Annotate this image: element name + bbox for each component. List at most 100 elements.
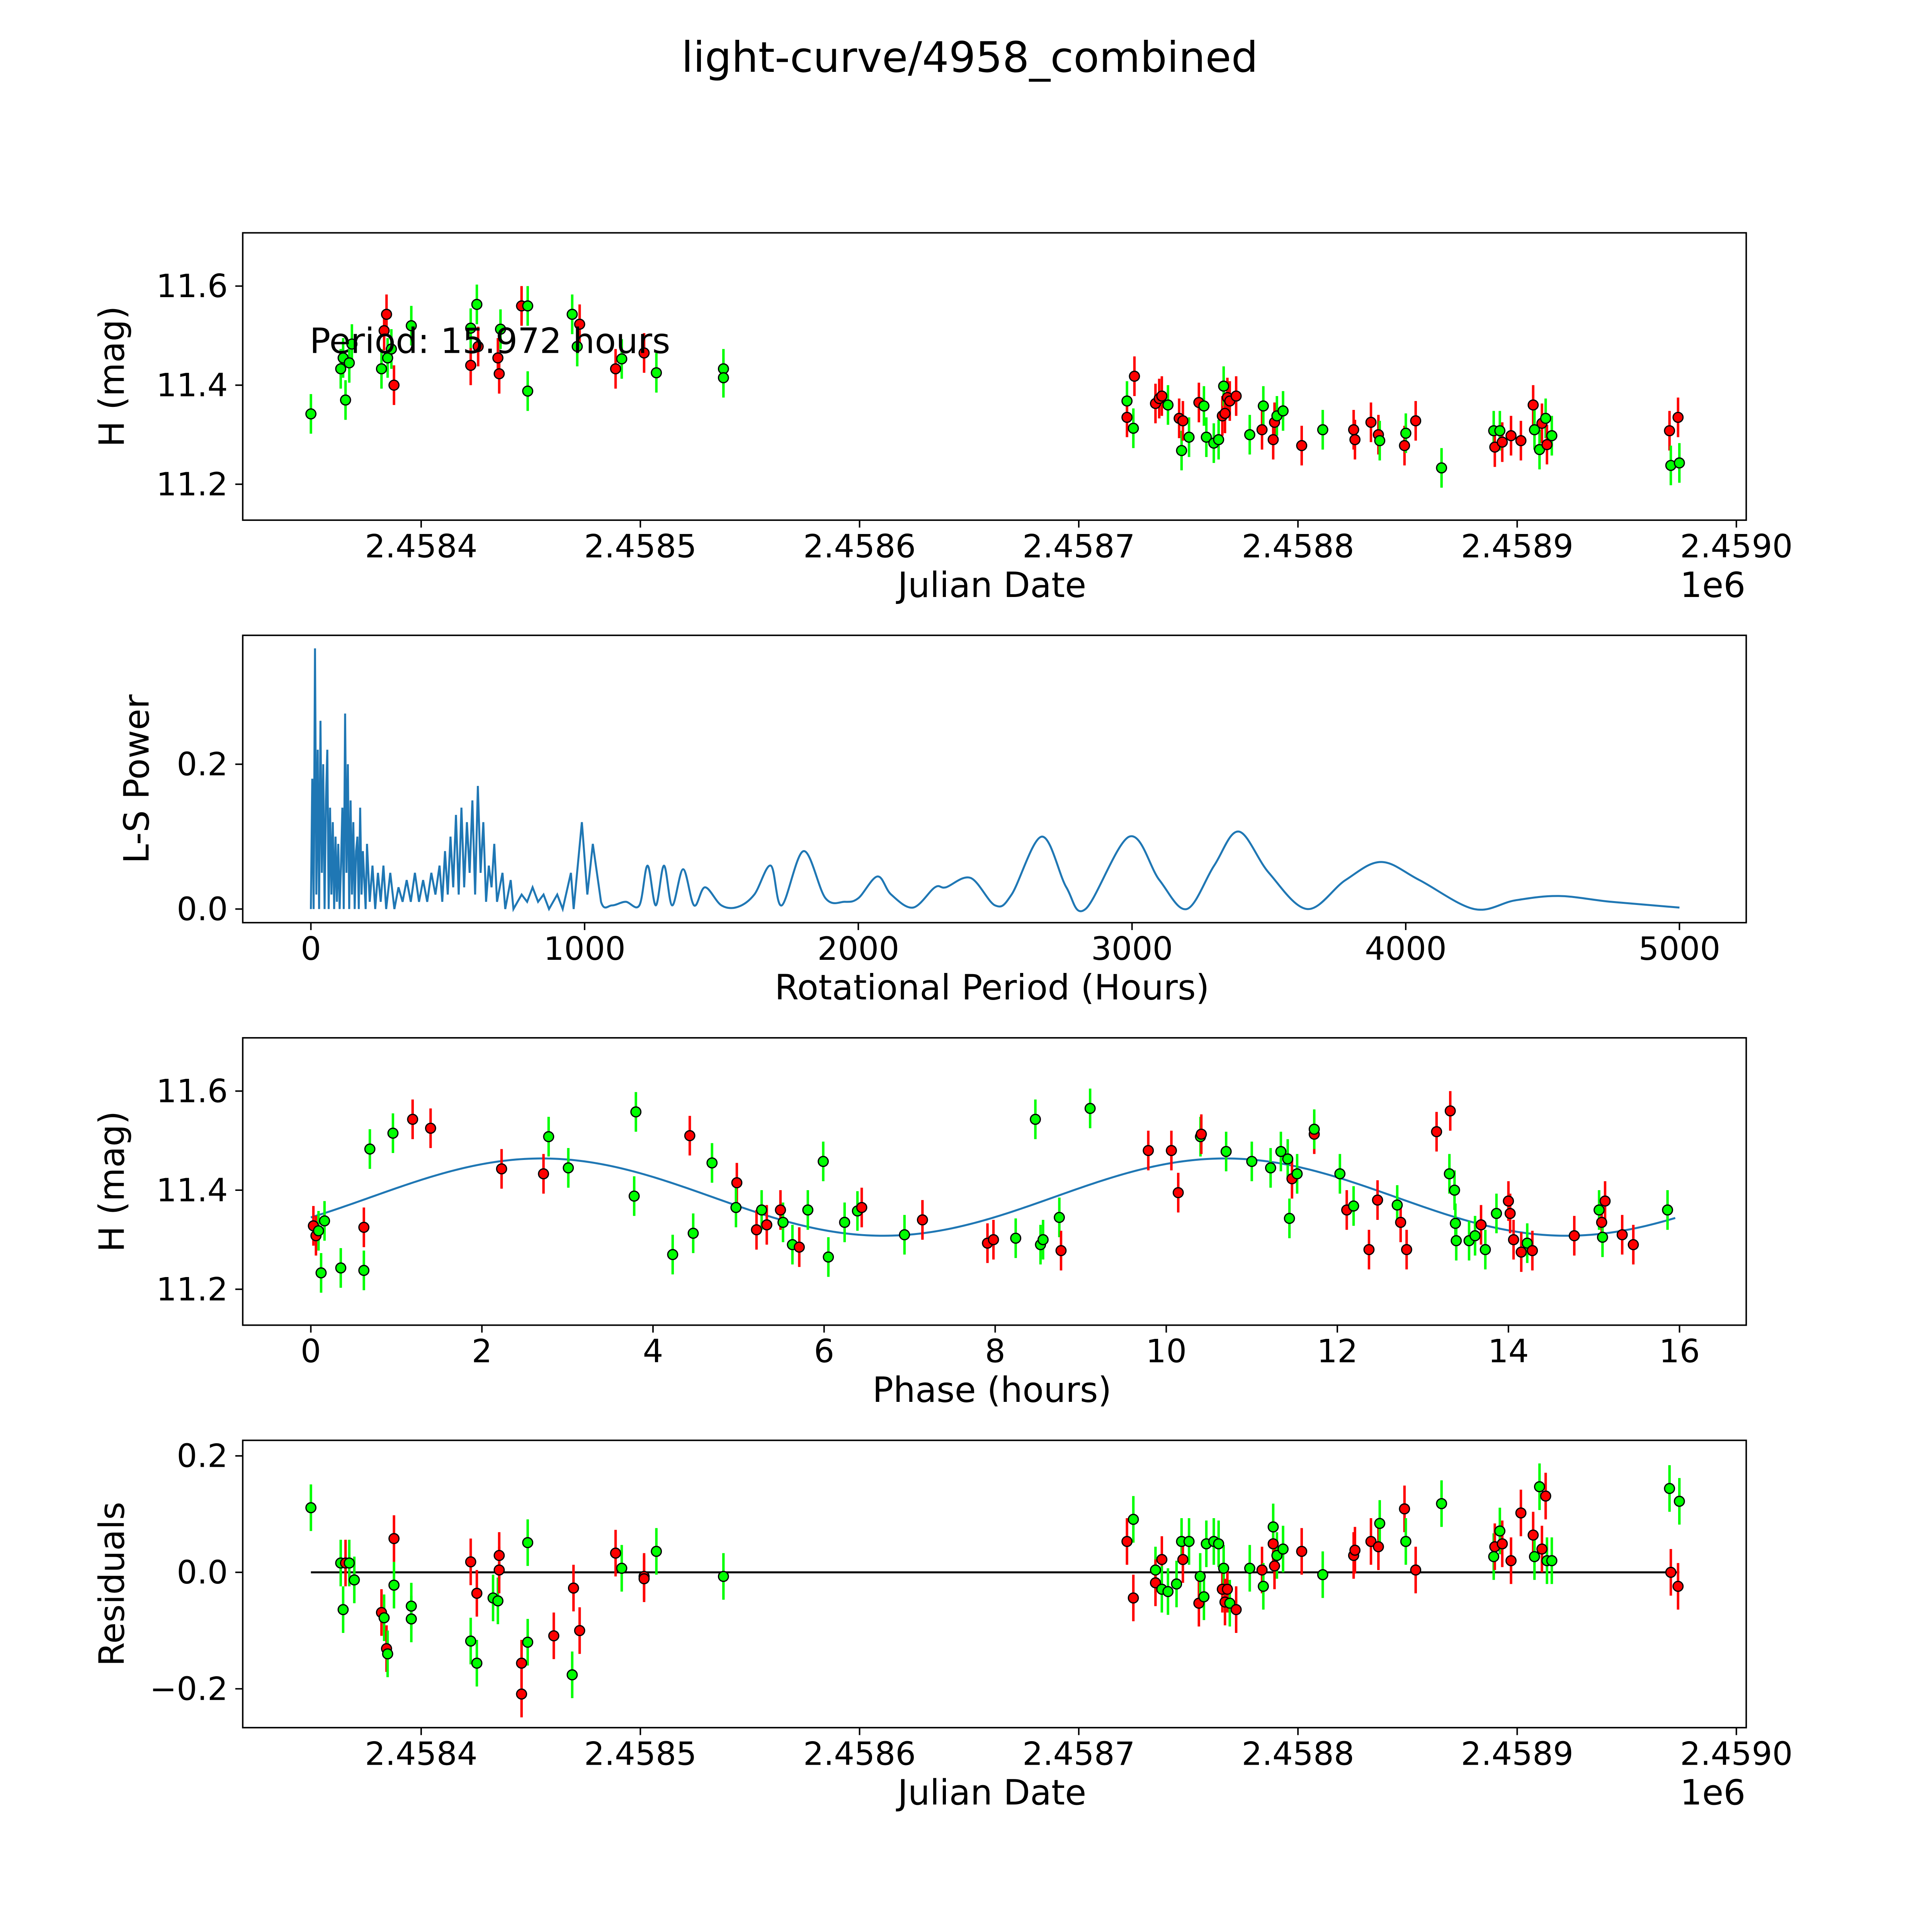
data-point [1597,1231,1608,1243]
x-tick-label: 5000 [1638,930,1720,968]
data-point [381,309,392,320]
y-tick-label: 0.2 [177,746,228,783]
data-point [1664,425,1675,437]
x-tick-label: 2.4588 [1242,1735,1354,1772]
data-point [1444,1168,1455,1180]
data-point [1449,1184,1460,1196]
data-point [1156,1554,1168,1565]
data-point [1665,1566,1677,1578]
data-point [1399,440,1410,451]
data-point [823,1251,834,1263]
x-tick-label: 3000 [1091,930,1173,968]
data-point [1267,1521,1279,1533]
data-point [425,1122,436,1134]
data-point [1664,1483,1675,1494]
axes-frame [242,1037,1747,1326]
data-point [777,1217,789,1228]
data-point [1084,1103,1096,1114]
data-point [378,1612,390,1624]
data-point [756,1204,767,1216]
data-point [340,394,351,406]
data-point [313,1225,324,1236]
data-point [1546,1555,1558,1566]
x-axis-label: Julian Date [896,1773,1086,1813]
data-point [638,1573,650,1585]
data-point [378,325,390,337]
data-point [1220,1146,1232,1157]
data-point [1162,1586,1174,1597]
x-tick-label: 2.4584 [365,1735,478,1772]
x-tick-label: 2.4590 [1680,527,1793,565]
data-point [1213,434,1225,446]
data-point [471,1588,483,1599]
x-tick-label: 2000 [817,930,899,968]
x-tick-label: 2.4590 [1680,1735,1793,1772]
x-offset-text: 1e6 [1680,1773,1745,1813]
data-point [406,1600,417,1612]
data-point [1282,1153,1294,1165]
data-point [1121,412,1133,423]
y-tick-label: −0.2 [150,1670,228,1708]
x-tick-label: 4000 [1365,930,1447,968]
data-point [1436,462,1447,474]
data-point [1037,1234,1049,1245]
data-point [388,1533,400,1544]
data-point [1529,424,1540,435]
data-point [1244,429,1255,440]
data-point [1176,445,1187,456]
plot-area [310,648,1680,913]
data-point [1401,1244,1412,1255]
data-point [1515,1246,1527,1258]
data-point [1129,371,1140,382]
data-point [1395,1217,1406,1228]
data-point [516,1688,527,1700]
data-point [1183,1536,1195,1547]
y-tick-label: 11.2 [156,1270,228,1308]
data-point [566,1669,578,1680]
x-tick-label: 2.4587 [1022,527,1135,565]
data-point [1529,1551,1540,1562]
y-axis-label: H (mag) [92,306,133,447]
data-point [1365,417,1377,428]
data-point [1503,1195,1514,1207]
data-point [465,360,476,371]
data-point [1166,1145,1177,1156]
data-point [856,1202,867,1213]
data-point [731,1177,743,1189]
data-point [1515,435,1527,446]
x-axis-label: Rotational Period (Hours) [775,968,1209,1008]
data-point [387,1128,399,1139]
data-point [407,1114,418,1125]
plot-area [308,1088,1676,1293]
plot-area [305,284,1685,488]
data-point [1522,1237,1533,1249]
data-point [1527,399,1539,411]
panel-periodogram: 0 1000 2000 3000 4000 5000 0.0 0.2 Rotational Pe… [117,634,1747,1008]
data-point [1150,1564,1161,1576]
data-point [751,1224,762,1236]
data-point [1662,1204,1673,1216]
data-point [1534,1481,1545,1493]
data-point [1410,1564,1422,1576]
x-tick-label: 16 [1659,1333,1700,1370]
data-point [1275,1146,1287,1157]
data-point [1400,427,1412,439]
data-point [465,1635,476,1647]
data-point [1372,1541,1384,1553]
data-point [1515,1507,1527,1519]
data-point [687,1228,699,1239]
data-point [493,1550,505,1561]
data-point [1030,1114,1041,1125]
data-point [1196,1128,1207,1140]
data-point [319,1215,330,1227]
data-point [1128,422,1139,434]
x-tick-label: 12 [1317,1333,1358,1370]
data-point [358,1265,370,1276]
data-point [1672,412,1684,423]
data-point [344,1557,355,1569]
data-point [1491,1208,1502,1219]
data-point [1269,1560,1280,1572]
panel-residuals: 2.4584 2.4585 2.4586 2.4587 2.4588 2.4589 2.45… [92,1437,1793,1813]
data-point [364,1143,376,1155]
data-point [818,1156,829,1167]
